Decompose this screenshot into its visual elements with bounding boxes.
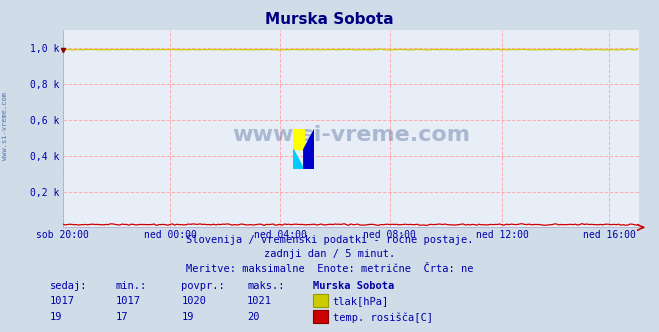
Text: povpr.:: povpr.: (181, 281, 225, 290)
Text: Murska Sobota: Murska Sobota (313, 281, 394, 290)
Polygon shape (293, 149, 304, 169)
Text: min.:: min.: (115, 281, 146, 290)
Text: 20: 20 (247, 312, 260, 322)
Text: Murska Sobota: Murska Sobota (265, 12, 394, 27)
Text: 1017: 1017 (49, 296, 74, 306)
Polygon shape (304, 129, 314, 169)
Text: 19: 19 (49, 312, 62, 322)
Text: zadnji dan / 5 minut.: zadnji dan / 5 minut. (264, 249, 395, 259)
Text: temp. rosišča[C]: temp. rosišča[C] (333, 312, 433, 323)
Text: maks.:: maks.: (247, 281, 285, 290)
Text: 1020: 1020 (181, 296, 206, 306)
Text: www.si-vreme.com: www.si-vreme.com (232, 124, 470, 144)
Text: www.si-vreme.com: www.si-vreme.com (2, 92, 9, 160)
Text: tlak[hPa]: tlak[hPa] (333, 296, 389, 306)
Bar (293, 129, 304, 149)
Text: Meritve: maksimalne  Enote: metrične  Črta: ne: Meritve: maksimalne Enote: metrične Črta… (186, 264, 473, 274)
Text: 17: 17 (115, 312, 128, 322)
Text: 1017: 1017 (115, 296, 140, 306)
Text: Slovenija / vremenski podatki - ročne postaje.: Slovenija / vremenski podatki - ročne po… (186, 234, 473, 245)
Text: 19: 19 (181, 312, 194, 322)
Text: sedaj:: sedaj: (49, 281, 87, 290)
Text: 1021: 1021 (247, 296, 272, 306)
